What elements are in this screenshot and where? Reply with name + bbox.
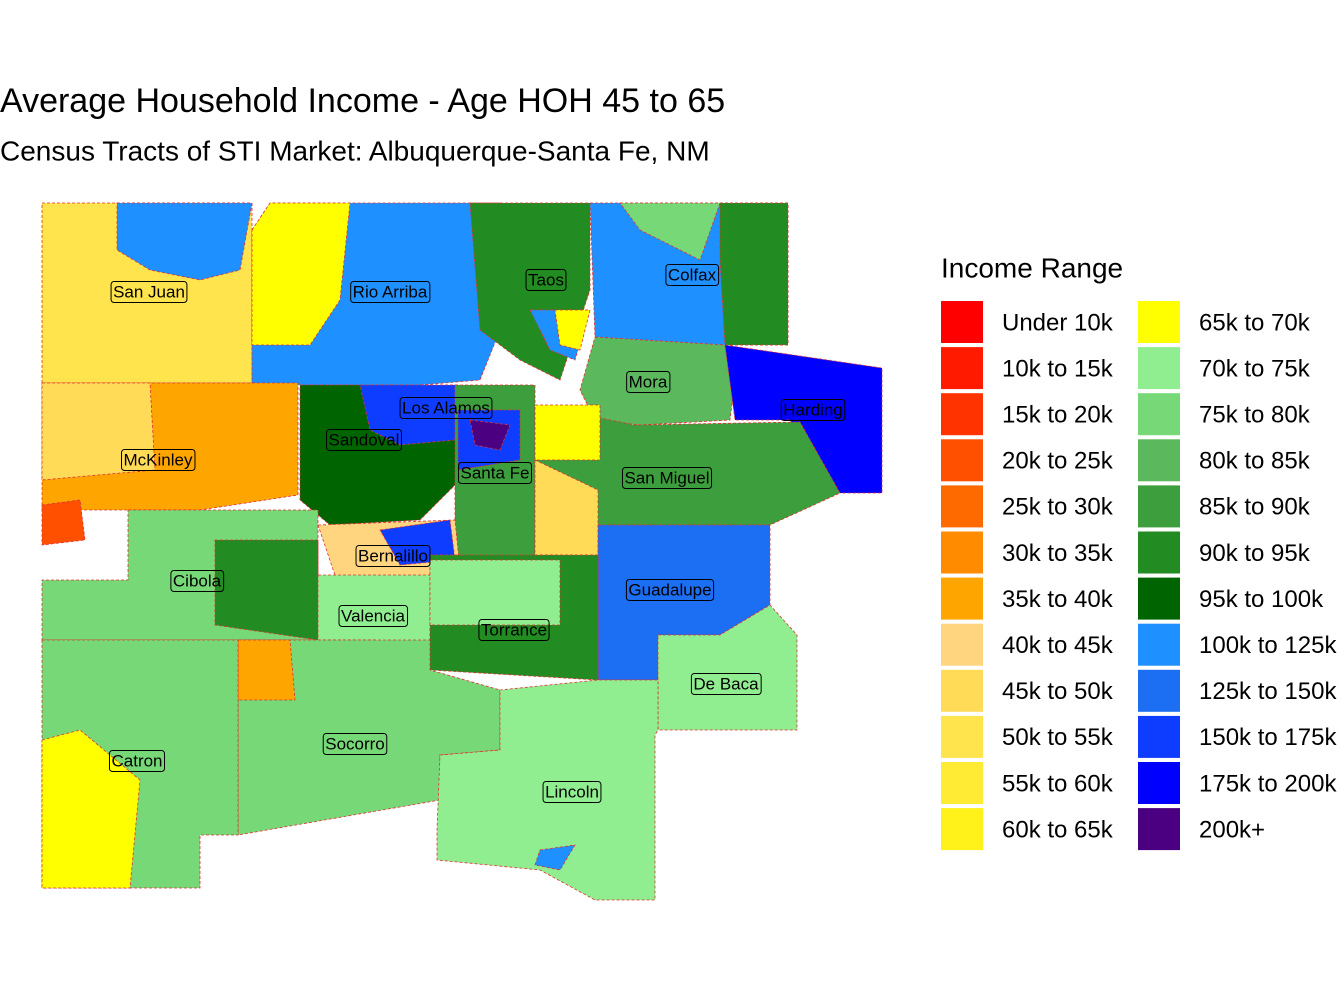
county-label-box	[542, 780, 602, 803]
county-label-box	[110, 280, 188, 303]
title: Average Household Income - Age HOH 45 to…	[0, 82, 725, 120]
county-label-box	[170, 569, 225, 592]
legend-label: 75k to 80k	[1199, 402, 1311, 429]
legend-label: 30k to 35k	[1002, 540, 1114, 567]
county-label: Torrance	[481, 620, 547, 639]
county-label-box	[355, 544, 431, 567]
legend-swatch	[941, 393, 983, 436]
legend-label: 45k to 50k	[1002, 678, 1114, 705]
legend-swatch	[941, 808, 983, 851]
legend-label: 125k to 150k	[1199, 678, 1337, 705]
county-label: McKinley	[124, 450, 193, 469]
county-label-box	[625, 578, 715, 601]
legend-swatch	[941, 623, 983, 666]
legend-label: 95k to 100k	[1199, 586, 1324, 613]
legend-swatch	[1138, 301, 1180, 343]
county-label-box	[399, 396, 493, 419]
legend-label: 200k+	[1199, 816, 1265, 843]
subtitle: Census Tracts of STI Market: Albuquerque…	[0, 135, 710, 166]
county-label: Santa Fe	[461, 463, 530, 482]
legend-swatch	[1138, 439, 1180, 482]
legend-label: 100k to 125k	[1199, 632, 1337, 659]
county-label: Valencia	[341, 606, 405, 625]
legend-swatch	[1138, 762, 1180, 804]
legend-swatch	[1138, 347, 1180, 390]
county-label: Guadalupe	[628, 580, 711, 599]
county-label: Rio Arriba	[353, 282, 428, 301]
county-label: Catron	[111, 751, 162, 770]
legend-label: 50k to 55k	[1002, 724, 1114, 751]
county-label: San Miguel	[624, 468, 709, 487]
county-label: Bernalillo	[358, 546, 428, 565]
county-label-box	[478, 618, 550, 641]
county-label-box	[780, 398, 846, 421]
legend-swatch	[1138, 577, 1180, 620]
legend-label: 175k to 200k	[1199, 770, 1337, 797]
county-label-box	[525, 268, 567, 291]
county-label: Colfax	[668, 265, 717, 284]
legend-label: 150k to 175k	[1199, 724, 1337, 751]
legend-label: Under 10k	[1002, 309, 1114, 336]
legend-title: Income Range	[941, 252, 1123, 283]
county-label-box	[350, 280, 431, 303]
legend-label: 55k to 60k	[1002, 770, 1114, 797]
legend-swatch	[1138, 669, 1180, 712]
legend-swatch	[941, 347, 983, 390]
legend-label: 60k to 65k	[1002, 816, 1114, 843]
county-label-box	[326, 428, 402, 451]
legend-swatch	[941, 669, 983, 712]
county-label-box	[338, 604, 409, 627]
legend-label: 90k to 95k	[1199, 540, 1311, 567]
legend-swatch	[1138, 393, 1180, 436]
county-label: Lincoln	[545, 782, 599, 801]
legend-swatch	[941, 762, 983, 804]
legend-swatch	[1138, 808, 1180, 851]
county-label-box	[626, 370, 671, 393]
legend-swatch	[941, 577, 983, 620]
county-label: Los Alamos	[402, 398, 490, 417]
legend-label: 35k to 40k	[1002, 586, 1114, 613]
legend-label: 70k to 75k	[1199, 355, 1311, 382]
legend-swatch	[941, 531, 983, 574]
legend-label: 40k to 45k	[1002, 632, 1114, 659]
county-map	[41, 202, 883, 901]
legend: Under 10k 10k to 15k 15k to 20k 20k to 25k 2…	[941, 301, 1337, 851]
county-label-box	[458, 461, 532, 484]
legend-swatch	[1138, 531, 1180, 574]
legend-swatch	[1138, 715, 1180, 758]
legend-label: 65k to 70k	[1199, 309, 1311, 336]
county-labels: San Juan Rio Arriba Taos Colfax Mora Harding L…	[108, 263, 846, 803]
legend-swatch	[941, 715, 983, 758]
county-label: Sandoval	[329, 430, 400, 449]
county-label: Mora	[629, 372, 668, 391]
county-label: Cibola	[173, 571, 222, 590]
county-label-box	[665, 263, 720, 286]
county-label-box	[121, 448, 196, 471]
legend-swatch	[941, 439, 983, 482]
county-label: San Juan	[113, 282, 185, 301]
county-label: Socorro	[325, 734, 385, 753]
county-label-box	[621, 466, 713, 489]
legend-label: 15k to 20k	[1002, 402, 1114, 429]
legend-swatch	[1138, 485, 1180, 528]
legend-swatch	[941, 301, 983, 343]
county-label-box	[322, 732, 388, 755]
county-label-box	[690, 672, 762, 695]
county-label: De Baca	[693, 674, 759, 693]
legend-label: 25k to 30k	[1002, 494, 1114, 521]
legend-swatch	[941, 485, 983, 528]
legend-label: 80k to 85k	[1199, 448, 1311, 475]
county-label-box	[108, 749, 166, 772]
legend-label: 20k to 25k	[1002, 448, 1114, 475]
county-label: Taos	[528, 270, 564, 289]
legend-label: 85k to 90k	[1199, 494, 1311, 521]
county-label: Harding	[783, 400, 843, 419]
legend-swatch	[1138, 623, 1180, 666]
legend-label: 10k to 15k	[1002, 355, 1114, 382]
